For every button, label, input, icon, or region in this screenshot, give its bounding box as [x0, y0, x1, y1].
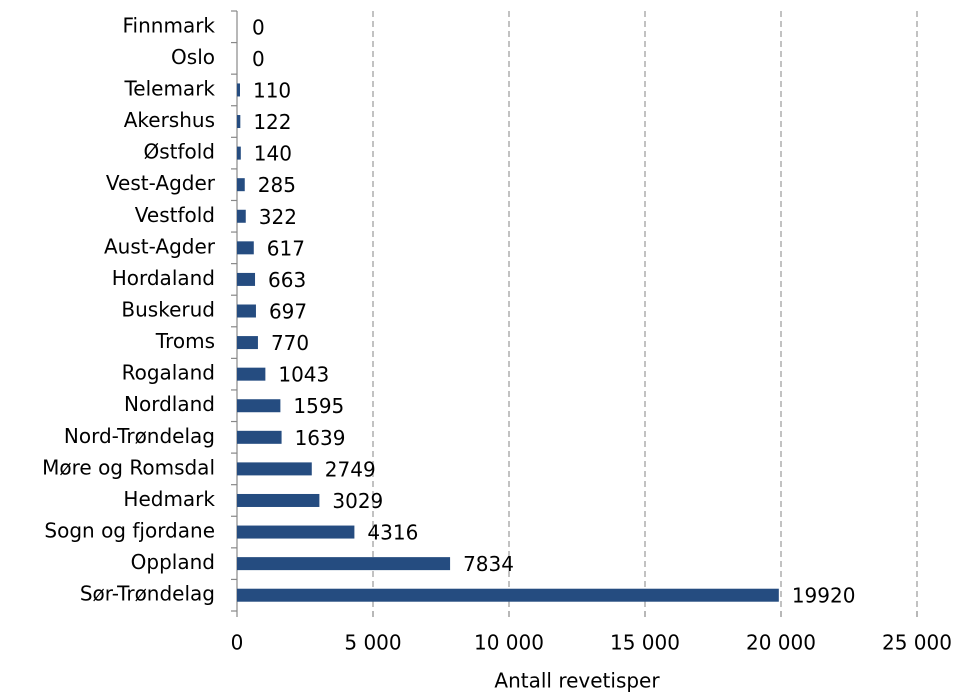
y-tick-label: Østfold — [143, 140, 215, 164]
bar — [237, 525, 355, 539]
y-tick-label: Møre og Romsdal — [42, 455, 215, 479]
bar — [237, 304, 256, 318]
x-tick-label: 25 000 — [882, 631, 952, 655]
data-label: 697 — [269, 300, 307, 324]
data-label: 110 — [253, 78, 291, 102]
bar — [237, 430, 282, 444]
bar — [237, 367, 266, 381]
y-tick-label: Finnmark — [123, 13, 216, 37]
y-tick-label: Rogaland — [122, 361, 215, 385]
y-tick-label: Akershus — [124, 108, 215, 132]
bar — [237, 241, 254, 255]
bar — [237, 209, 246, 223]
data-label: 7834 — [463, 552, 514, 576]
y-tick-label: Oslo — [171, 45, 215, 69]
bar — [237, 557, 451, 571]
data-label: 2749 — [325, 457, 376, 481]
data-label: 19920 — [792, 584, 856, 608]
y-tick-label: Aust-Agder — [104, 234, 216, 258]
data-label: 1595 — [293, 394, 344, 418]
y-tick-label: Oppland — [131, 550, 215, 574]
bar — [237, 178, 245, 192]
bar — [237, 115, 241, 129]
data-label: 322 — [259, 205, 297, 229]
data-label: 4316 — [367, 521, 418, 545]
y-tick-label: Telemark — [123, 76, 215, 100]
x-axis-title: Antall revetisper — [494, 669, 660, 693]
y-tick-label: Troms — [155, 329, 215, 353]
bar — [237, 588, 779, 602]
bar — [237, 462, 312, 476]
data-label: 1043 — [278, 363, 329, 387]
data-label: 617 — [267, 236, 305, 260]
data-label: 663 — [268, 268, 306, 292]
x-tick-label: 20 000 — [746, 631, 816, 655]
y-tick-label: Vestfold — [135, 203, 215, 227]
bar — [237, 493, 320, 507]
bar — [237, 83, 240, 97]
data-label: 0 — [252, 47, 265, 71]
data-label: 122 — [253, 110, 291, 134]
bar — [237, 146, 241, 160]
y-tick-label: Hedmark — [123, 487, 215, 511]
bar — [237, 399, 281, 413]
data-label: 3029 — [332, 489, 383, 513]
y-tick-label: Nordland — [124, 392, 215, 416]
x-tick-label: 10 000 — [474, 631, 544, 655]
bar — [237, 272, 256, 286]
y-tick-label: Nord-Trøndelag — [64, 424, 215, 448]
x-tick-label: 0 — [231, 631, 244, 655]
data-label: 0 — [252, 15, 265, 39]
data-label: 140 — [254, 142, 292, 166]
data-label: 285 — [258, 173, 296, 197]
y-tick-label: Hordaland — [112, 266, 215, 290]
x-tick-label: 15 000 — [610, 631, 680, 655]
y-tick-label: Buskerud — [121, 298, 215, 322]
x-tick-label: 5 000 — [344, 631, 401, 655]
y-tick-label: Sogn og fjordane — [44, 519, 215, 543]
data-label: 770 — [271, 331, 309, 355]
bar — [237, 336, 258, 350]
data-label: 1639 — [295, 426, 346, 450]
y-tick-label: Vest-Agder — [106, 171, 216, 195]
y-tick-label: Sør-Trøndelag — [80, 582, 215, 606]
